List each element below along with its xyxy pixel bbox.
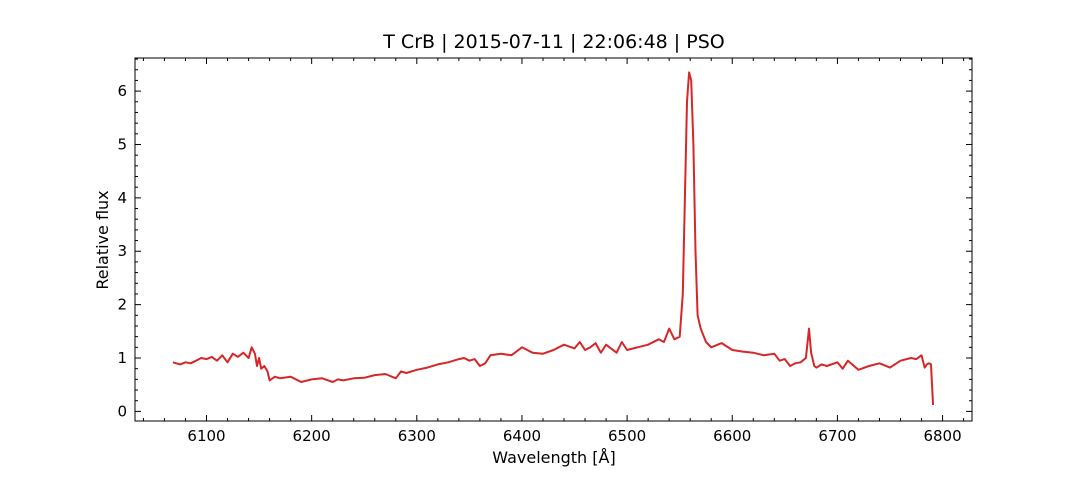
y-axis-label: Relative flux [93,190,112,289]
x-tick-label: 6600 [713,427,751,445]
y-tick-label: 2 [117,296,127,314]
y-tick-label: 3 [117,242,127,260]
spectrum-line [172,71,935,406]
axis-ticks: 6100 6200 6300 6400 6500 6600 6700 6800 0 1 2 3 4 5 6 [117,58,972,445]
x-tick-label: 6700 [818,427,856,445]
y-tick-label: 0 [117,402,127,420]
x-tick-label: 6400 [503,427,541,445]
chart-title: T CrB | 2015-07-11 | 22:06:48 | PSO [382,31,724,53]
y-tick-label: 1 [117,349,127,367]
plot-frame [134,57,973,422]
x-tick-label: 6100 [187,427,225,445]
x-tick-label: 6500 [608,427,646,445]
x-axis-label: Wavelength [Å] [492,448,615,467]
x-tick-label: 6200 [293,427,331,445]
y-tick-label: 6 [117,82,127,100]
y-tick-label: 4 [117,189,127,207]
x-tick-label: 6300 [398,427,436,445]
x-tick-label: 6800 [923,427,961,445]
y-tick-label: 5 [117,135,127,153]
